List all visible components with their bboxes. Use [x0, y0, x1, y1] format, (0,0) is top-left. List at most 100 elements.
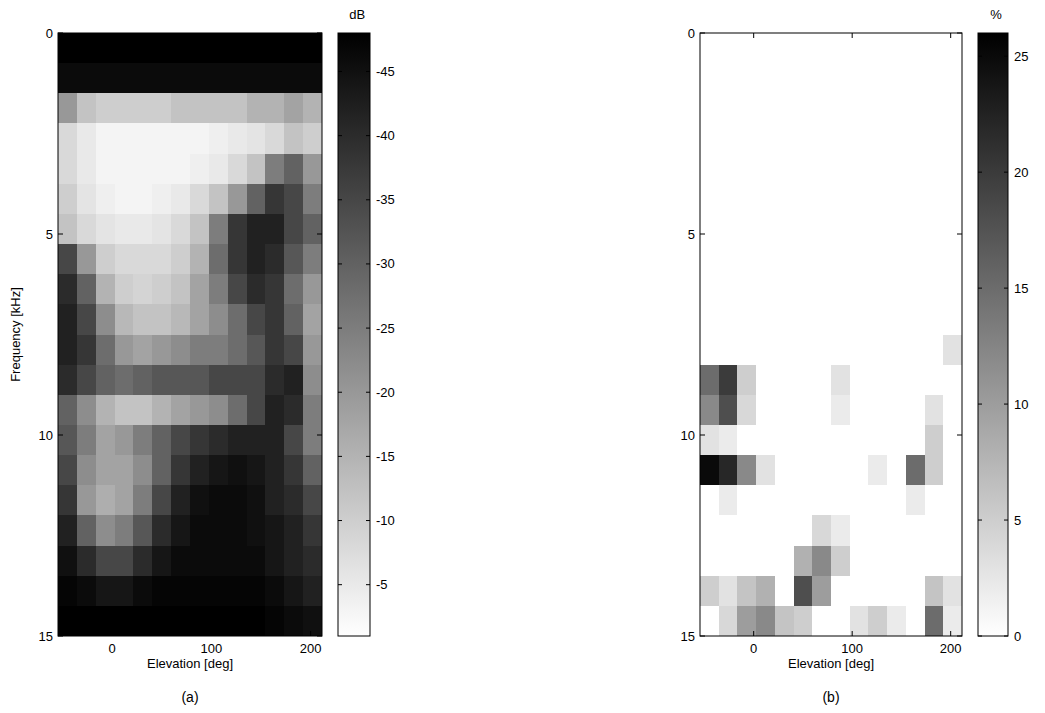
- heat-cell: [700, 63, 719, 94]
- heat-cell: [152, 606, 171, 636]
- heat-cell: [831, 365, 850, 396]
- heat-cell: [228, 63, 247, 94]
- heat-cell: [133, 606, 152, 636]
- heat-cell: [719, 184, 738, 215]
- colorbar-tick-label: 5: [1014, 513, 1021, 528]
- heat-cell: [943, 395, 962, 426]
- colorbar-tick: [338, 135, 342, 136]
- heat-cell: [831, 455, 850, 486]
- heat-cell: [152, 214, 171, 245]
- heat-cell: [152, 365, 171, 396]
- heat-cell: [77, 63, 96, 94]
- heat-cell: [247, 425, 266, 456]
- heat-cell: [737, 365, 756, 396]
- heat-cell: [737, 455, 756, 486]
- heat-cell: [209, 214, 228, 245]
- heat-cell: [943, 606, 962, 636]
- heat-cell: [737, 123, 756, 154]
- heat-cell: [887, 184, 906, 215]
- heat-cell: [756, 93, 775, 124]
- heat-cell: [171, 395, 190, 426]
- heat-cell: [700, 184, 719, 215]
- x-tick: [950, 631, 951, 636]
- heat-cell: [775, 184, 794, 215]
- heat-cell: [265, 546, 284, 577]
- heat-cell: [700, 606, 719, 636]
- heat-cell: [247, 365, 266, 396]
- colorbar-tick-label: 15: [1014, 281, 1028, 296]
- heat-cell: [303, 33, 322, 64]
- heat-cell: [58, 244, 77, 275]
- colorbar-tick-label: 0: [1014, 629, 1021, 644]
- heat-cell: [209, 93, 228, 124]
- heat-cell: [284, 576, 303, 607]
- heat-cell: [247, 335, 266, 366]
- heat-cell: [906, 365, 925, 396]
- heat-cell: [775, 244, 794, 275]
- heat-cell: [284, 455, 303, 486]
- colorbar-tick-label: 25: [1014, 49, 1028, 64]
- x-tick-label: 200: [300, 641, 322, 656]
- heat-cell: [831, 425, 850, 456]
- panel-title: (a): [181, 689, 198, 705]
- heat-cell: [77, 304, 96, 335]
- heat-cell: [812, 576, 831, 607]
- heat-cell: [152, 274, 171, 305]
- heat-cell: [284, 274, 303, 305]
- heat-cell: [868, 33, 887, 64]
- heat-cell: [719, 515, 738, 546]
- heat-cell: [115, 395, 134, 426]
- heat-cell: [831, 395, 850, 426]
- heat-cell: [700, 244, 719, 275]
- heat-cell: [284, 63, 303, 94]
- heat-cell: [700, 455, 719, 486]
- heat-cell: [190, 335, 209, 366]
- heat-cell: [209, 154, 228, 185]
- heat-cell: [77, 515, 96, 546]
- heat-cell: [850, 33, 869, 64]
- heat-cell: [265, 365, 284, 396]
- heat-cell: [868, 606, 887, 636]
- heat-cell: [265, 304, 284, 335]
- heat-cell: [831, 214, 850, 245]
- heat-cell: [303, 244, 322, 275]
- heat-cell: [794, 123, 813, 154]
- plot-frame: [700, 33, 962, 636]
- heat-cell: [284, 184, 303, 215]
- heat-cell: [265, 485, 284, 516]
- heat-cell: [775, 395, 794, 426]
- heat-cell: [719, 274, 738, 305]
- y-tick: [957, 636, 962, 637]
- heat-cell: [887, 214, 906, 245]
- heat-cell: [115, 304, 134, 335]
- heat-cell: [850, 395, 869, 426]
- heat-cell: [303, 214, 322, 245]
- heat-cell: [925, 154, 944, 185]
- heat-cell: [887, 335, 906, 366]
- heat-cell: [906, 274, 925, 305]
- heat-cell: [943, 546, 962, 577]
- colorbar-tick: [978, 288, 982, 289]
- heat-cell: [303, 365, 322, 396]
- heat-cell: [794, 455, 813, 486]
- colorbar: [978, 33, 1008, 636]
- heat-cell: [906, 515, 925, 546]
- heat-cell: [943, 455, 962, 486]
- y-tick-label: 15: [681, 629, 695, 644]
- heat-cell: [190, 515, 209, 546]
- heat-cell: [719, 123, 738, 154]
- heat-cell: [850, 154, 869, 185]
- heat-cell: [868, 304, 887, 335]
- heat-cell: [756, 395, 775, 426]
- heat-cell: [152, 546, 171, 577]
- colorbar-tick: [338, 456, 342, 457]
- heat-cell: [303, 455, 322, 486]
- heat-cell: [171, 335, 190, 366]
- heat-cell: [284, 365, 303, 396]
- heat-cell: [812, 244, 831, 275]
- heat-cell: [831, 123, 850, 154]
- heat-cell: [115, 485, 134, 516]
- heat-cell: [775, 154, 794, 185]
- heat-cell: [152, 33, 171, 64]
- heat-cell: [906, 335, 925, 366]
